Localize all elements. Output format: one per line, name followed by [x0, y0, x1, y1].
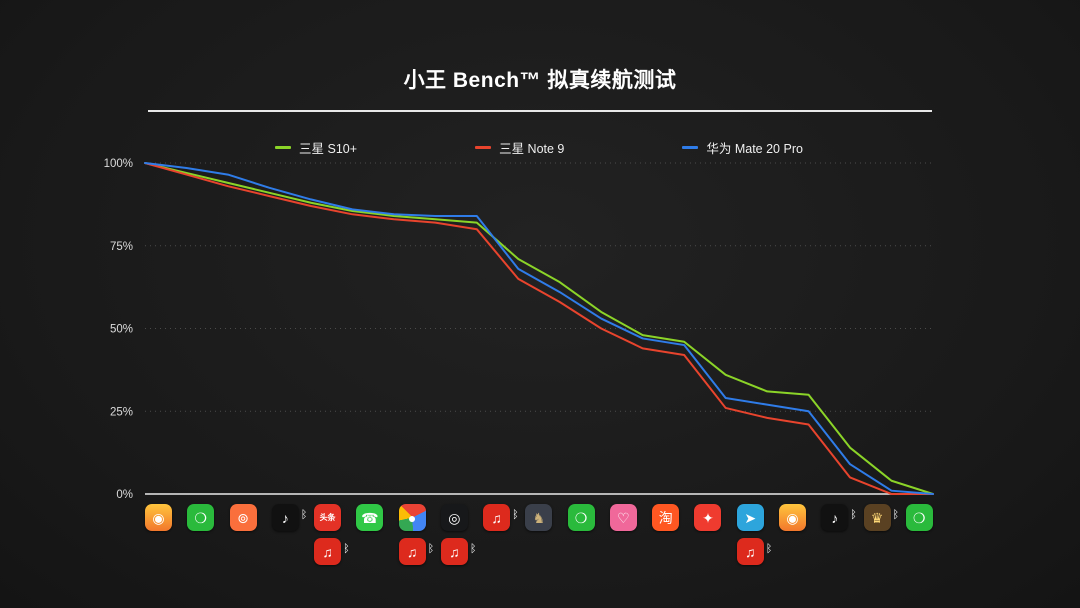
x-axis-icon-slot: ✦ [694, 504, 722, 531]
bluetooth-icon: ᛒ [300, 508, 308, 521]
game-gold-icon-glyph: ♛ [863, 504, 891, 531]
wechat-icon-glyph: ❍ [905, 504, 933, 531]
bluetooth-icon: ᛒ [892, 508, 900, 521]
x-axis-icon-slot: ● ♫ ᛒ [398, 504, 434, 565]
line-chart-plot-area: 100% 75% 50% 25% 0% [104, 158, 934, 501]
netease-music-icon-glyph: ♫ [440, 538, 468, 565]
netease-music-icon: ♫ ᛒ [483, 504, 519, 531]
x-axis-icon-slot: ❍ [567, 504, 595, 531]
legend-swatch-green [275, 146, 292, 149]
x-axis-icon-slot: ◎ ♫ ᛒ [440, 504, 476, 565]
wechat-icon: ❍ [187, 504, 215, 531]
x-axis-icon-slot: ➤ ♫ ᛒ [736, 504, 772, 565]
weibo-icon-glyph: ◉ [145, 504, 172, 531]
weibo-icon-glyph: ◉ [778, 504, 806, 531]
y-axis-label-25%: 25% [110, 406, 133, 418]
y-axis-label-0%: 0% [116, 489, 133, 501]
netease-music-icon: ♫ ᛒ [398, 538, 434, 565]
red-app-icon-glyph: ✦ [694, 504, 722, 531]
game-app-icon-glyph: ♞ [525, 504, 553, 531]
x-axis-icon-slot: ♞ [525, 504, 553, 531]
legend-label-samsung-note9: 三星 Note 9 [499, 142, 565, 156]
chrome-icon-glyph: ● [398, 504, 426, 531]
pink-app-icon-glyph: ♡ [609, 504, 637, 531]
series-line-0 [144, 162, 934, 495]
legend-swatch-red [475, 146, 492, 149]
bluetooth-icon: ᛒ [850, 508, 857, 521]
telegram-icon: ➤ [736, 504, 764, 531]
taobao-icon: 淘 [652, 504, 680, 531]
camera-icon: ◎ [440, 504, 468, 531]
x-axis-icon-slot: ❍ [187, 504, 215, 531]
game-app-icon: ♞ [525, 504, 553, 531]
netease-music-icon: ♫ ᛒ [440, 538, 476, 565]
y-axis-label-75%: 75% [110, 241, 133, 253]
wechat-icon-glyph: ❍ [187, 504, 215, 531]
netease-music-icon-glyph: ♫ [314, 538, 342, 565]
weibo-icon: ◉ [145, 504, 172, 531]
x-axis-icon-slot: ❍ [905, 504, 933, 531]
douyin-icon: ♪ ᛒ [821, 504, 857, 531]
game-gold-icon: ♛ ᛒ [863, 504, 899, 531]
netease-music-icon-glyph: ♫ [483, 504, 511, 531]
bluetooth-icon: ᛒ [512, 508, 519, 521]
x-axis-icon-slot: ☎ [356, 504, 384, 531]
chrome-icon: ● [398, 504, 426, 531]
toutiao-icon-glyph: 头条 [314, 504, 342, 531]
bluetooth-icon: ᛒ [469, 542, 477, 555]
bluetooth-icon: ᛒ [343, 542, 350, 555]
douyin-icon-glyph: ♪ [271, 504, 299, 531]
x-axis-icon-slot: ◉ [145, 504, 172, 531]
legend-label-huawei-mate20pro: 华为 Mate 20 Pro [706, 142, 803, 156]
x-axis-icon-slot: ◉ [778, 504, 806, 531]
x-axis-icon-slot: ♛ ᛒ [863, 504, 899, 531]
netease-music-icon-glyph: ♫ [398, 538, 426, 565]
pink-app-icon: ♡ [609, 504, 637, 531]
camera-icon-glyph: ◎ [440, 504, 468, 531]
chart-title: 小王 Bench™ 拟真续航测试 [403, 69, 677, 92]
series-line-1 [144, 162, 934, 495]
legend-swatch-blue [682, 146, 699, 149]
y-axis-label-100%: 100% [104, 158, 133, 170]
phone-icon-glyph: ☎ [356, 504, 384, 531]
legend: 三星 S10+ 三星 Note 9 华为 Mate 20 Pro [145, 138, 933, 157]
douyin-icon: ♪ ᛒ [271, 504, 307, 531]
series-line-2 [144, 162, 934, 495]
telegram-icon-glyph: ➤ [736, 504, 764, 531]
x-axis-icon-slot: ♫ ᛒ [483, 504, 519, 531]
douyin-icon-glyph: ♪ [821, 504, 849, 531]
toutiao-icon: 头条 [314, 504, 342, 531]
netease-music-icon: ♫ ᛒ [736, 538, 772, 565]
phone-icon: ☎ [356, 504, 384, 531]
wechat-icon: ❍ [905, 504, 933, 531]
legend-item-samsung-s10: 三星 S10+ [275, 138, 357, 157]
x-axis-icon-slot: ♡ [609, 504, 637, 531]
netease-music-icon: ♫ ᛒ [314, 538, 350, 565]
bluetooth-icon: ᛒ [765, 542, 773, 555]
x-axis-icon-slot: ⊚ [229, 504, 257, 531]
x-axis-icon-slot: ♪ ᛒ [821, 504, 857, 531]
weibo-icon: ◉ [778, 504, 806, 531]
bluetooth-icon: ᛒ [427, 542, 435, 555]
x-axis-icon-slot: 淘 [652, 504, 680, 531]
y-axis-label-50%: 50% [110, 324, 133, 336]
taobao-icon-glyph: 淘 [652, 504, 680, 531]
legend-label-samsung-s10: 三星 S10+ [299, 142, 358, 156]
x-axis-app-icons: ◉ ❍ ⊚ ♪ ᛒ 头条 ♫ ᛒ ☎ ● ♫ ᛒ ◎ ♫ ᛒ ♫ ᛒ ♞ ❍ ♡ 淘 ✦ ➤ ♫ ᛒ ◉ ♪ ᛒ ♛ ᛒ ❍ [145, 504, 933, 565]
wechat-icon: ❍ [567, 504, 595, 531]
x-axis-icon-slot: ♪ ᛒ [271, 504, 307, 531]
legend-item-samsung-note9: 三星 Note 9 [475, 138, 564, 157]
title-divider [148, 110, 932, 112]
legend-item-huawei-mate20pro: 华为 Mate 20 Pro [682, 138, 803, 157]
mobike-icon-glyph: ⊚ [229, 504, 257, 531]
mobike-icon: ⊚ [229, 504, 257, 531]
x-axis-icon-slot: 头条 ♫ ᛒ [314, 504, 350, 565]
netease-music-icon-glyph: ♫ [736, 538, 764, 565]
red-app-icon: ✦ [694, 504, 722, 531]
wechat-icon-glyph: ❍ [567, 504, 595, 531]
